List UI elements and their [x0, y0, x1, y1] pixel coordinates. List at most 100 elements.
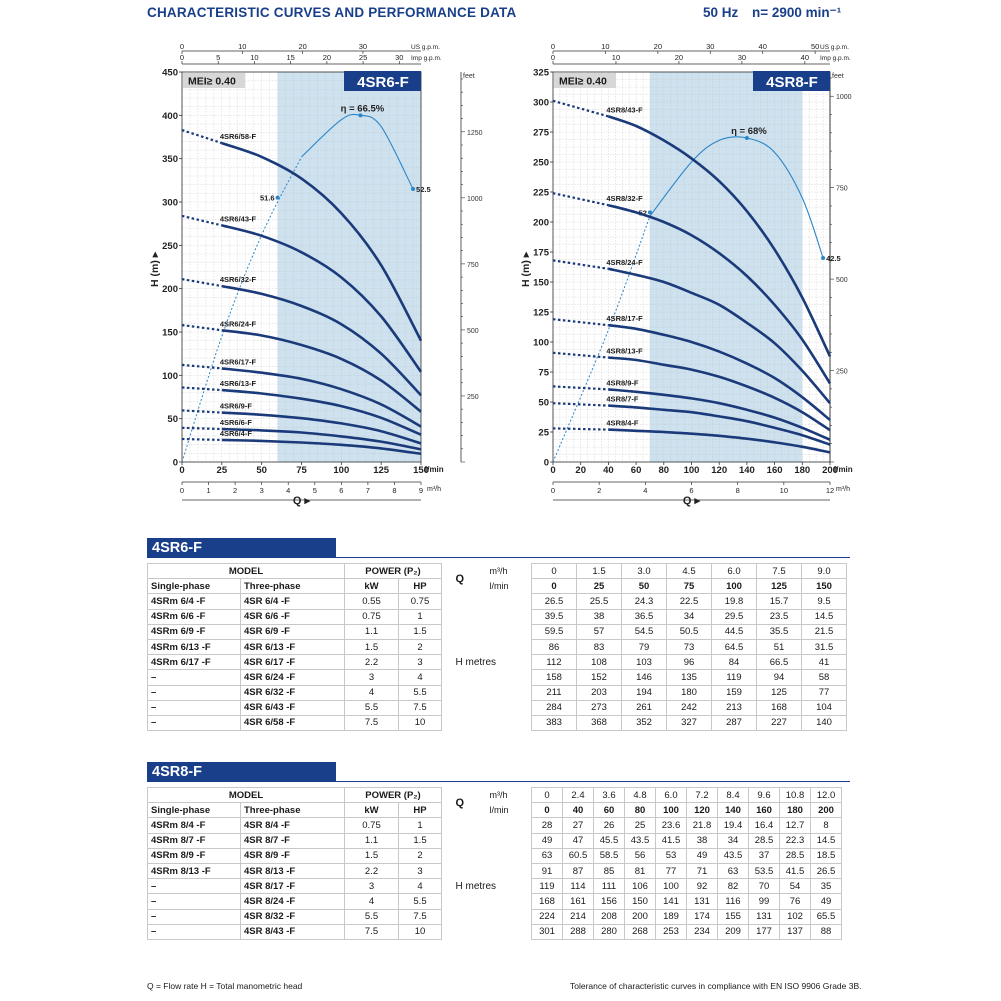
- usgpm-tick-label: 20: [654, 42, 662, 51]
- pump-curve-dashed: [552, 385, 609, 391]
- x-axis-label: Q ▸: [683, 495, 701, 507]
- head-value-cell: 25.5: [576, 593, 622, 610]
- x-tick-label: 75: [296, 465, 307, 476]
- head-value-cell: 94: [756, 669, 802, 686]
- flow-lmin-cell: 0: [531, 578, 577, 595]
- head-value-cell: 111: [593, 878, 625, 895]
- series-label: 4SR6/6-F: [220, 418, 253, 427]
- model-header: MODEL: [147, 562, 345, 580]
- head-value-cell: 100: [655, 878, 687, 895]
- head-value-cell: 102: [779, 908, 811, 925]
- y-tick-label: 25: [538, 428, 549, 439]
- impgpm-unit-label: Imp g.p.m.: [411, 55, 442, 62]
- pump-curve: [221, 411, 422, 445]
- x-tick-label: 140: [739, 465, 755, 476]
- head-value-cell: 213: [711, 699, 757, 716]
- head-value-cell: 21.5: [801, 623, 847, 640]
- head-value-cell: 9.5: [801, 593, 847, 610]
- m3h-tick-label: 4: [286, 486, 290, 495]
- kw-header: kW: [344, 578, 399, 595]
- table-header-row: Single-phase Three-phase kW HP l/min 0 40 60 80 1…: [147, 802, 842, 819]
- head-value-cell: 38: [576, 608, 622, 625]
- head-value-cell: 227: [756, 714, 802, 732]
- flow-lmin-cell: 140: [717, 802, 749, 819]
- m3h-tick-label: 9: [419, 486, 423, 495]
- m3h-tick-label: 0: [551, 486, 555, 495]
- head-value-cell: 28.5: [779, 847, 811, 864]
- efficiency-curve-dashed: [552, 215, 651, 463]
- power-kw: 1.5: [344, 638, 399, 656]
- head-value-cell: 8: [810, 817, 842, 834]
- flow-lmin-cell: 100: [655, 802, 687, 819]
- single-phase-model: –: [147, 684, 241, 701]
- power-kw: 7.5: [344, 923, 399, 940]
- feet-tick-label: 1000: [467, 196, 483, 203]
- efficiency-point-label: 52: [639, 208, 647, 217]
- head-value-cell: 65.5: [810, 908, 842, 925]
- feet-tick-label: 750: [836, 186, 848, 193]
- m3h-tick-label: 5: [313, 486, 317, 495]
- head-value-cell: 41.5: [779, 862, 811, 880]
- power-hp: 7.5: [398, 908, 442, 925]
- head-value-cell: 57: [576, 623, 622, 640]
- power-hp: 5.5: [398, 893, 442, 910]
- x-unit-label: l/min: [834, 465, 853, 474]
- pump-curve-dashed: [181, 214, 223, 227]
- power-kw: 0.75: [344, 608, 399, 625]
- head-value-cell: 253: [655, 923, 687, 940]
- table-row: 4SRm 6/17 -F 4SR 6/17 -F 2.2 3 H metres 112 10…: [147, 654, 847, 671]
- power-kw: 2.2: [344, 654, 399, 671]
- pump-curve: [608, 203, 832, 385]
- y-tick-label: 150: [533, 278, 549, 289]
- three-phase-model: 4SR 8/32 -F: [240, 908, 345, 925]
- head-value-cell: 15.7: [756, 593, 802, 610]
- series-label: 4SR6/58-F: [220, 132, 257, 141]
- head-value-cell: 23.5: [756, 608, 802, 625]
- usgpm-tick-label: 10: [238, 42, 246, 51]
- three-phase-model: 4SR 8/13 -F: [240, 862, 345, 880]
- pump-curve: [607, 115, 832, 357]
- pump-curve-dashed: [181, 437, 222, 441]
- x-tick-label: 200: [822, 465, 838, 476]
- head-value-cell: 43.5: [717, 847, 749, 864]
- head-value-cell: 211: [531, 684, 577, 701]
- flow-m3h-cell: 10.8: [779, 786, 811, 804]
- head-value-cell: 141: [655, 893, 687, 910]
- head-value-cell: 35.5: [756, 623, 802, 640]
- y-tick-label: 400: [162, 111, 178, 122]
- head-value-cell: 86: [531, 638, 577, 656]
- three-phase-model: 4SR 8/9 -F: [240, 847, 345, 864]
- efficiency-point: [411, 187, 416, 191]
- pump-curve-dashed: [181, 278, 222, 288]
- title-badge: [753, 71, 830, 91]
- three-phase-model: 4SR 8/24 -F: [240, 893, 345, 910]
- pump-curve: [221, 367, 422, 428]
- three-phase-model: 4SR 8/43 -F: [240, 923, 345, 940]
- grid: [181, 71, 422, 463]
- pump-curve: [608, 267, 831, 405]
- flow-m3h-cell: 3.0: [621, 562, 667, 580]
- y-tick-label: 300: [162, 198, 178, 209]
- head-value-cell: 59.5: [531, 623, 577, 640]
- x-tick-label: 125: [373, 465, 390, 476]
- head-value-cell: 194: [621, 684, 667, 701]
- table-row: –4SR 8/17 -F 3 4 H metres 119 114 111 106 100 92 8…: [147, 878, 842, 895]
- head-value-cell: 18.5: [810, 847, 842, 864]
- head-value-cell: 31.5: [801, 638, 847, 656]
- series-label: 4SR6/13-F: [220, 379, 257, 388]
- head-value-cell: 56: [624, 847, 656, 864]
- pump-curve-dashed: [181, 386, 222, 392]
- three-phase-model: 4SR 8/7 -F: [240, 832, 345, 849]
- single-phase-header: Single-phase: [147, 578, 241, 595]
- table-row: 4SRm 8/4 -F 4SR 8/4 -F 0.75 1 28 27 26 25 23.6 21…: [147, 817, 842, 834]
- q-symbol: Q: [455, 572, 465, 585]
- table-row: –4SR 6/32 -F 4 5.5 211 203 194 180 159 125 77: [147, 684, 847, 701]
- impgpm-tick-label: 30: [738, 53, 746, 62]
- head-value-cell: 352: [621, 714, 667, 732]
- mei-box: [554, 73, 616, 88]
- power-hp: 0.75: [398, 593, 442, 610]
- three-phase-model: 4SR 6/58 -F: [240, 714, 345, 732]
- three-phase-model: 4SR 6/4 -F: [240, 593, 345, 610]
